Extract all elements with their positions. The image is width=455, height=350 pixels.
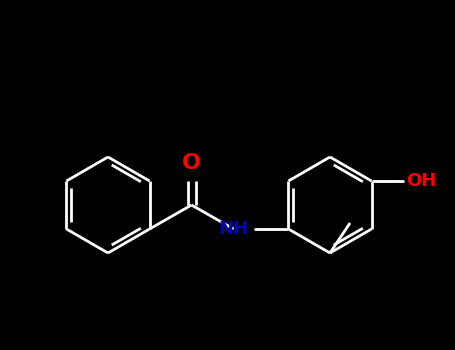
Text: NH: NH: [218, 220, 248, 238]
Text: OH: OH: [406, 172, 437, 190]
Text: O: O: [182, 153, 201, 173]
